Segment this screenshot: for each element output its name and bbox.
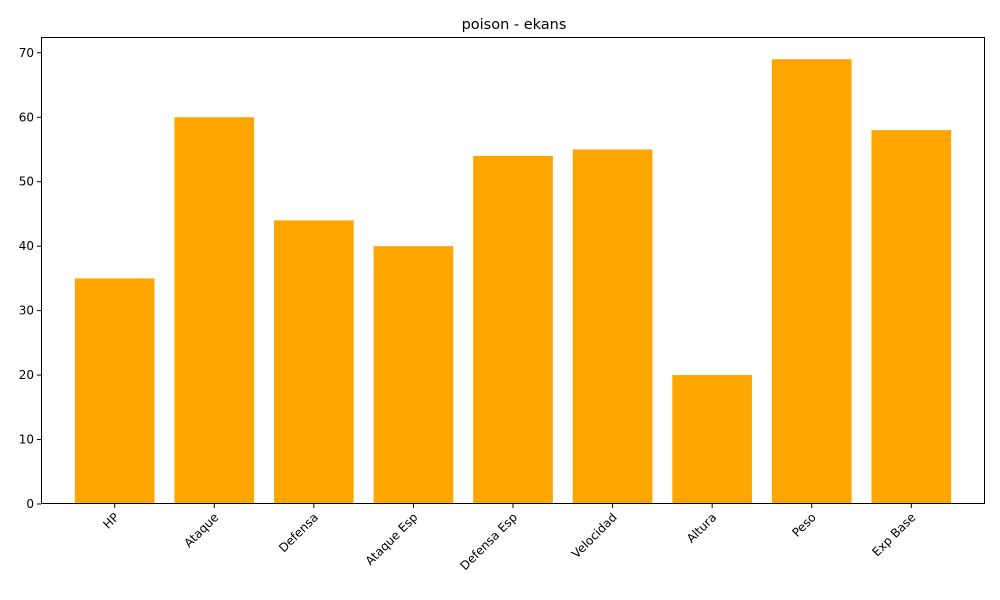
bar-ataque-esp (373, 246, 454, 505)
bar-velocidad (572, 149, 653, 504)
y-axis: 0 10 20 30 40 50 60 70 (19, 46, 41, 511)
y-tick-label: 70 (19, 46, 34, 60)
bar-peso (771, 59, 852, 504)
bar-altura (672, 375, 752, 504)
bar-defensa (274, 220, 354, 504)
y-tick-label: 10 (19, 433, 34, 447)
y-tick-label: 0 (26, 497, 34, 511)
bars-group (74, 59, 952, 505)
bar-hp (74, 278, 155, 504)
y-tick-label: 20 (19, 368, 34, 382)
y-tick-label: 40 (19, 239, 34, 253)
y-tick-label: 30 (19, 304, 34, 318)
bar-defensa-esp (473, 155, 553, 504)
y-tick-label: 50 (19, 175, 34, 189)
y-tick-label: 60 (19, 110, 34, 124)
bar-exp-base (871, 130, 952, 505)
plot-frame (41, 37, 985, 504)
chart-title: poison - ekans (462, 17, 567, 33)
bar-ataque (174, 117, 255, 504)
